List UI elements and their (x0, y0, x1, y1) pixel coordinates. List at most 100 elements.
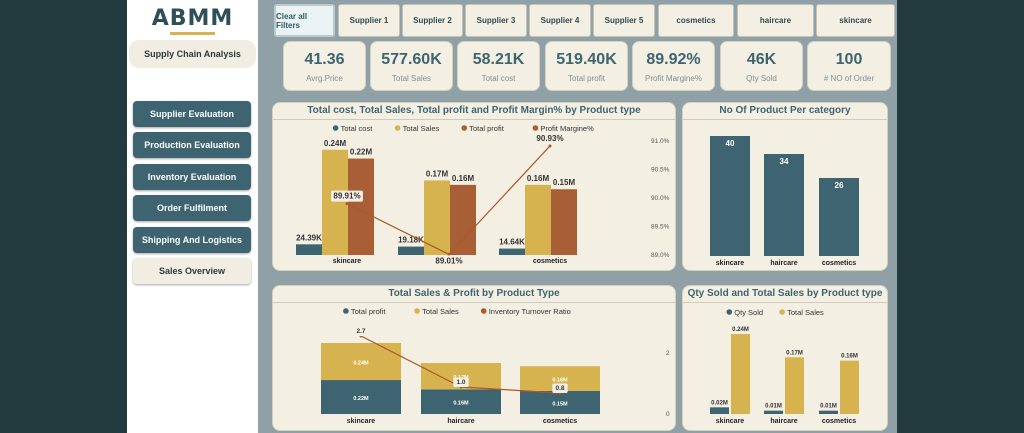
x-tick-label: skincare (333, 258, 362, 265)
data-label-bg (433, 255, 465, 267)
filter-supplier-2[interactable]: Supplier 2 (402, 4, 463, 37)
nav-production-evaluation[interactable]: Production Evaluation (133, 132, 251, 158)
bar-total-profit (520, 390, 600, 414)
x-tick-label: skincare (716, 418, 745, 425)
legend-marker (480, 308, 487, 314)
chart-sales-profit: Total profit Total Sales Inventory Turnove… (321, 307, 670, 425)
kpi-value: 41.36 (304, 51, 345, 68)
dashboard-title: Supply Chain Analysis (129, 40, 256, 68)
legend-label: Total cost (341, 124, 374, 133)
data-label: 0.16M (527, 174, 550, 183)
data-label: 0.24M (324, 139, 347, 148)
chart-title: Qty Sold and Total Sales by Product type (683, 286, 887, 303)
legend-marker (414, 308, 420, 314)
chart-products-per-category: 40 skincare 34 haircare 26 cosmetics (710, 136, 859, 267)
legend-label: Total profit (351, 307, 387, 316)
filter-cosmetics[interactable]: cosmetics (658, 4, 734, 37)
bar-qty-sold (819, 410, 838, 414)
data-label-bg (534, 132, 566, 144)
chart-panel-qty-sales: Qty Sold and Total Sales by Product type… (682, 285, 888, 431)
bar-total-profit (551, 189, 577, 255)
data-label: 2.7 (356, 328, 365, 335)
data-label: 89.01% (435, 256, 462, 265)
filter-supplier-1[interactable]: Supplier 1 (338, 4, 400, 37)
filter-skincare[interactable]: skincare (816, 4, 895, 37)
kpi-qty-sold: 46K Qty Sold (720, 41, 803, 91)
x-tick-label: cosmetics (822, 418, 856, 425)
filter-supplier-5[interactable]: Supplier 5 (593, 4, 655, 37)
nav-order-fulfilment[interactable]: Order Fulfilment (133, 195, 251, 221)
data-label: 0.17M (426, 169, 449, 178)
data-label: 34 (780, 157, 789, 166)
legend-label: Qty Sold (734, 308, 763, 317)
filter-haircare[interactable]: haircare (737, 4, 814, 37)
bar-total-sales (731, 334, 750, 414)
chart-panel-cost-sales-profit: Total cost, Total Sales, Total profit an… (272, 102, 676, 271)
data-label: 0.22M (350, 148, 373, 157)
line-point (447, 252, 451, 256)
kpi-value: 519.40K (556, 51, 617, 68)
bar-product-count (819, 178, 859, 256)
nav-supplier-evaluation[interactable]: Supplier Evaluation (133, 101, 251, 127)
legend-label: Profit Margine% (540, 124, 594, 133)
bar-total-profit (348, 158, 374, 255)
chart-title: No Of Product Per category (683, 103, 887, 120)
filter-supplier-3[interactable]: Supplier 3 (465, 4, 527, 37)
data-label: 0.02M (711, 400, 728, 406)
bar-product-count (764, 154, 804, 256)
data-label-bg (353, 326, 369, 336)
bar-total-sales (525, 184, 551, 255)
filter-supplier-4[interactable]: Supplier 4 (529, 4, 591, 37)
legend-label: Total Sales (422, 307, 459, 316)
kpi-label: Avrg.Price (306, 74, 343, 83)
x-tick-label: skincare (716, 260, 745, 267)
legend-label: Total profit (469, 124, 505, 133)
data-label-bg (453, 377, 469, 387)
data-label: 24.39K (296, 233, 322, 242)
logo-underline (170, 32, 215, 35)
y2-tick-label: 90.5% (651, 167, 670, 174)
clear-filters-button[interactable]: Clear all Filters (274, 4, 335, 37)
bar-total-sales (840, 360, 859, 414)
chart-panel-sales-profit: Total Sales & Profit by Product Type Tot… (272, 285, 676, 431)
legend-marker (532, 125, 539, 131)
bar-total-sales (424, 180, 450, 255)
chart-panel-products-per-category: No Of Product Per category 40 skincare 34 h… (682, 102, 888, 271)
kpi-profit-margin: 89.92% Profit Margine% (632, 41, 715, 91)
legend-marker (332, 125, 339, 131)
kpi-total-cost: 58.21K Total cost (457, 41, 540, 91)
x-tick-label: cosmetics (822, 260, 856, 267)
x-tick-label: haircare (770, 418, 797, 425)
nav-shipping-logistics[interactable]: Shipping And Logistics (133, 227, 251, 253)
legend-label: Total Sales (403, 124, 440, 133)
data-label: 0.16M (841, 354, 858, 360)
x-tick-label: cosmetics (543, 418, 577, 425)
kpi-label: Total Sales (391, 74, 432, 83)
data-label-bg (552, 383, 568, 393)
legend-marker (779, 309, 785, 315)
data-label: 26 (835, 181, 844, 190)
data-label: 0.24M (732, 327, 749, 333)
y2-tick-label: 90.0% (651, 195, 670, 202)
bar-total-sales (785, 357, 804, 414)
data-label: 0.15M (552, 401, 568, 407)
nav-inventory-evaluation[interactable]: Inventory Evaluation (133, 164, 251, 190)
y2-tick-label: 89.5% (651, 224, 670, 231)
data-label: 0.22M (353, 396, 369, 402)
kpi-label: Profit Margine% (645, 74, 702, 83)
x-tick-label: skincare (347, 418, 376, 425)
data-label: 0.24M (353, 361, 369, 367)
bar-total-cost (296, 244, 322, 255)
kpi-order-count: 100 # NO of Order (807, 41, 891, 91)
chart-cost-sales-profit: Total cost Total Sales Total profit Profit … (293, 124, 670, 267)
data-label-bg (395, 234, 427, 246)
chart-title: Total cost, Total Sales, Total profit an… (273, 103, 675, 120)
nav-sales-overview[interactable]: Sales Overview (133, 258, 251, 284)
data-label: 0.01M (820, 404, 837, 410)
data-label-bg (496, 236, 528, 248)
bar-total-sales (322, 149, 348, 255)
line-point (345, 202, 349, 206)
y2-tick-label: 91.0% (651, 138, 670, 145)
kpi-label: Total cost (481, 74, 516, 83)
kpi-value: 577.60K (381, 51, 442, 68)
